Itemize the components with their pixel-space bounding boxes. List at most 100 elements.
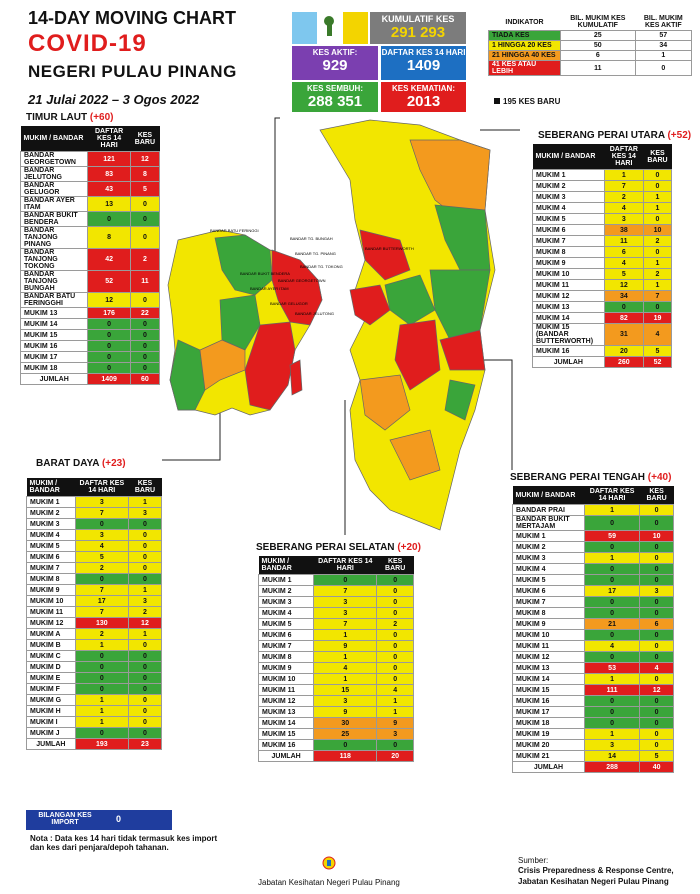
row-baru: 1 (642, 202, 673, 214)
row-baru: 3 (376, 728, 414, 740)
row-name: MUKIM 1 (532, 169, 605, 181)
table-row: MUKIM 18 0 0 (19, 362, 161, 374)
footer-sumber-label: Sumber: (518, 856, 549, 865)
table-row: MUKIM 13 0 0 (532, 301, 673, 313)
row-baru: 0 (639, 607, 674, 619)
total-label: JUMLAH (532, 356, 605, 368)
row-name: MUKIM 21 (512, 750, 585, 762)
map-label-jelutong: BANDAR JELUTONG (295, 311, 334, 316)
row-baru: 1 (127, 584, 163, 596)
row-name: BANDAR TANJONG TOKONG (19, 248, 89, 271)
row-daftar: 1 (74, 705, 129, 717)
indicator-label: 1 HINGGA 20 KES (488, 40, 561, 51)
import-box: BILANGAN KES IMPORT 0 (26, 810, 172, 830)
row-baru: 2 (376, 618, 414, 630)
row-name: MUKIM 14 (257, 717, 315, 729)
row-baru: 0 (376, 640, 414, 652)
row-daftar: 8 (87, 226, 131, 249)
flag-icon (292, 12, 368, 44)
map-label-bukit-bendera: BANDAR BUKIT BENDERA (240, 271, 290, 276)
row-daftar: 1 (313, 629, 378, 641)
row-name: MUKIM 3 (26, 518, 76, 530)
row-name: BANDAR GEORGETOWN (19, 151, 89, 167)
indicator-aktif: 34 (634, 40, 693, 51)
row-daftar: 1 (74, 716, 129, 728)
table-row: MUKIM 10 17 3 (26, 595, 163, 607)
row-name: MUKIM 10 (532, 268, 605, 280)
row-daftar: 0 (74, 727, 129, 739)
row-daftar: 82 (603, 312, 644, 324)
row-baru: 0 (376, 739, 414, 751)
row-name: MUKIM 2 (512, 541, 585, 553)
table-row: BANDAR PRAI 1 0 (512, 504, 674, 516)
row-name: MUKIM 13 (532, 301, 605, 313)
region-title-timur-laut: TIMUR LAUT (+60) (26, 112, 114, 123)
row-name: MUKIM H (26, 705, 76, 717)
row-daftar: 59 (583, 530, 641, 542)
row-name: MUKIM 11 (532, 279, 605, 291)
total-label: JUMLAH (19, 373, 89, 385)
table-row: MUKIM 12 3 1 (257, 695, 414, 707)
row-daftar: 3 (74, 529, 129, 541)
row-baru: 0 (639, 629, 674, 641)
row-baru: 0 (127, 661, 163, 673)
row-name: MUKIM 2 (26, 507, 76, 519)
row-baru: 0 (129, 211, 161, 227)
row-name: MUKIM 3 (257, 596, 315, 608)
row-baru: 7 (642, 290, 673, 302)
table-row: MUKIM 20 3 0 (512, 739, 674, 751)
row-baru: 0 (127, 694, 163, 706)
row-daftar: 0 (583, 596, 641, 608)
table-row: MUKIM 15 111 12 (512, 684, 674, 696)
row-name: BANDAR JELUTONG (19, 166, 89, 182)
table-row: MUKIM 17 0 0 (19, 351, 161, 363)
row-daftar: 0 (87, 211, 131, 227)
row-name: MUKIM E (26, 672, 76, 684)
row-name: MUKIM 14 (512, 673, 585, 685)
row-daftar: 0 (74, 661, 129, 673)
row-baru: 0 (127, 672, 163, 684)
row-daftar: 43 (87, 181, 131, 197)
table-row: MUKIM 12 34 7 (532, 290, 673, 302)
table-row: MUKIM 12 0 0 (512, 651, 674, 663)
table-row: MUKIM 9 21 6 (512, 618, 674, 630)
row-daftar: 0 (603, 301, 644, 313)
spt-plus: (+40) (647, 472, 672, 483)
row-baru: 0 (639, 640, 674, 652)
covid-title: COVID-19 (28, 30, 147, 57)
map-label-butterworth: BANDAR BUTTERWORTH (365, 246, 414, 251)
row-daftar: 3 (313, 607, 378, 619)
row-daftar: 121 (87, 151, 131, 167)
table-row: MUKIM 16 0 0 (257, 739, 414, 751)
indicator-kum: 25 (560, 30, 636, 41)
table-row: MUKIM 15 0 0 (19, 329, 161, 341)
hdr-daftar: DAFTAR KES 14 HARI (87, 126, 131, 152)
row-name: MUKIM 13 (19, 307, 89, 319)
total-row: JUMLAH 288 40 (512, 761, 674, 773)
row-daftar: 12 (603, 279, 644, 291)
row-baru: 0 (376, 607, 414, 619)
row-baru: 0 (376, 673, 414, 685)
row-daftar: 6 (603, 246, 644, 258)
row-name: MUKIM 6 (532, 224, 605, 236)
table-row: MUKIM 21 14 5 (512, 750, 674, 762)
row-name: MUKIM 3 (512, 552, 585, 564)
region-title-sps: SEBERANG PERAI SELATAN (+20) (256, 542, 421, 553)
row-daftar: 15 (313, 684, 378, 696)
row-daftar: 4 (313, 662, 378, 674)
row-baru: 0 (129, 226, 161, 249)
indicator-row: 1 HINGGA 20 KES 50 34 (488, 40, 693, 51)
row-name: MUKIM 9 (532, 257, 605, 269)
aktif-label: KES AKTIF: (312, 48, 358, 57)
row-baru: 4 (642, 323, 673, 346)
row-name: MUKIM 12 (26, 617, 76, 629)
table-row: MUKIM 7 11 2 (532, 235, 673, 247)
row-name: MUKIM 7 (532, 235, 605, 247)
table-row: MUKIM 10 0 0 (512, 629, 674, 641)
row-daftar: 0 (583, 651, 641, 663)
row-baru: 4 (639, 662, 674, 674)
